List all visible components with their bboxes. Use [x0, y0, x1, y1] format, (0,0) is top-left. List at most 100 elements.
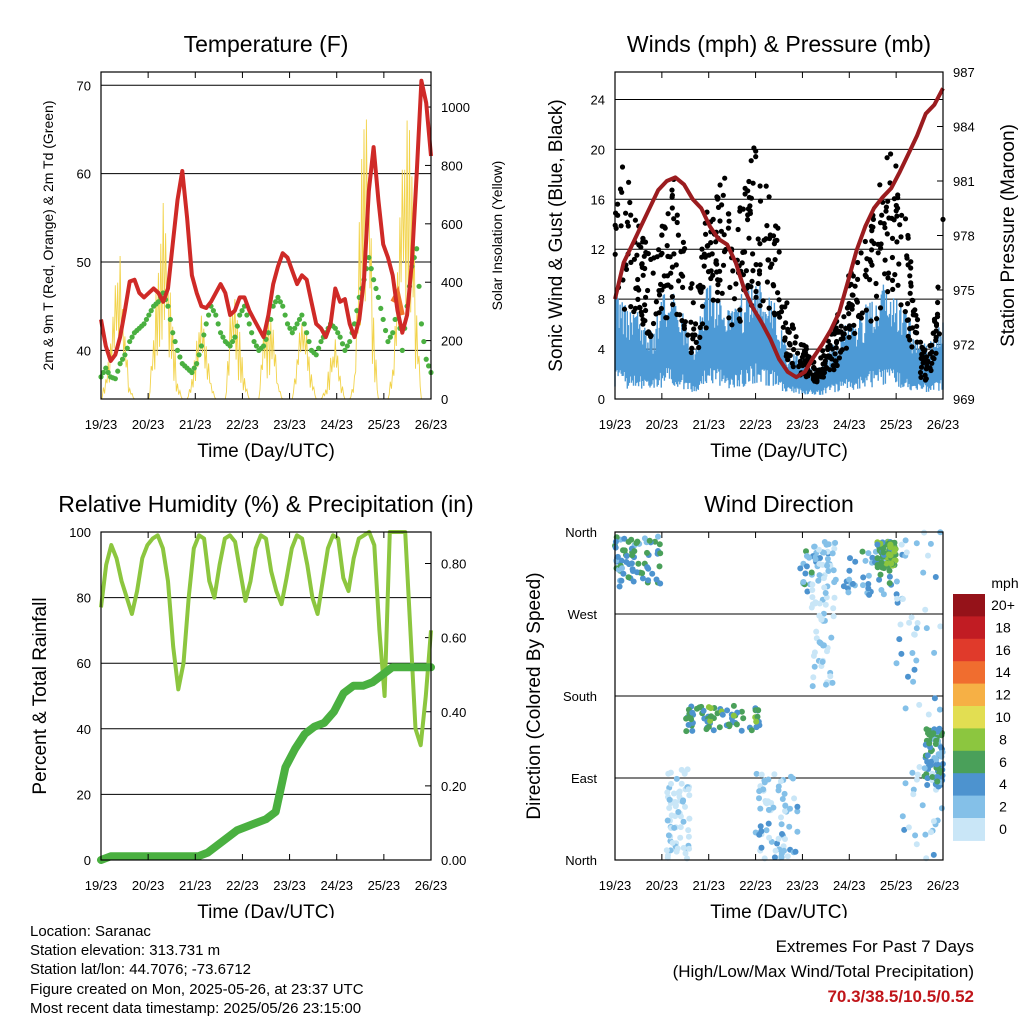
gust-point — [791, 346, 797, 353]
gust-point — [869, 247, 875, 253]
gust-point — [725, 225, 732, 231]
gust-point — [642, 302, 648, 308]
wind-direction-point — [787, 805, 793, 812]
x-tick-label-0: 24/23 — [320, 417, 353, 432]
gust-point — [697, 334, 703, 340]
gust-point — [885, 289, 891, 295]
x-tick-label-1: 23/23 — [786, 417, 819, 432]
wind-direction-point — [755, 707, 762, 714]
wind-direction-point — [811, 543, 818, 550]
wind-direction-point — [847, 555, 853, 562]
gust-point — [669, 294, 676, 300]
wind-direction-point — [666, 805, 673, 811]
dewpoint-point — [246, 321, 252, 327]
y-tick-label-0: 60 — [77, 167, 91, 182]
x-tick-label-3: 23/23 — [786, 878, 819, 893]
colorbar-label: 20+ — [991, 597, 1015, 613]
dewpoint-point — [373, 285, 379, 292]
wind-direction-point — [684, 766, 691, 773]
wind-direction-point — [828, 634, 835, 641]
colorbar-swatch — [953, 773, 985, 797]
wind-direction-point — [811, 649, 818, 656]
wind-direction-point — [653, 576, 660, 583]
wind-direction-point — [925, 552, 931, 559]
dewpoint-point — [174, 347, 181, 353]
gust-point — [933, 322, 940, 329]
dewpoint-point — [167, 316, 173, 323]
wind-direction-point — [823, 681, 829, 688]
gust-point — [792, 340, 798, 346]
gust-point — [745, 217, 751, 223]
y2-tick-label-1: 978 — [953, 229, 975, 244]
gust-point — [676, 278, 682, 284]
wind-direction-point — [916, 764, 923, 770]
wind-direction-point — [657, 580, 664, 587]
gust-point — [674, 311, 680, 317]
gust-point — [796, 363, 802, 370]
x-tick-label-2: 25/23 — [368, 878, 401, 893]
dewpoint-point — [122, 352, 128, 358]
wind-direction-point — [931, 695, 938, 702]
gust-point — [787, 352, 793, 359]
wind-direction-point — [724, 707, 731, 714]
gust-point — [893, 163, 899, 169]
dewpoint-point — [387, 334, 393, 340]
wind-direction-point — [902, 780, 909, 787]
wind-direction-point — [645, 577, 652, 584]
dewpoint-point — [105, 369, 111, 376]
wind-direction-point — [899, 596, 906, 602]
wind-direction-point — [821, 539, 828, 545]
gust-point — [825, 346, 831, 353]
precipitation-series — [97, 663, 435, 864]
wind-direction-point — [733, 721, 740, 728]
gust-point — [927, 351, 933, 357]
gust-point — [688, 285, 694, 291]
gust-point — [918, 374, 924, 380]
dewpoint-point — [275, 294, 281, 300]
gust-point — [873, 280, 879, 287]
wind-direction-point — [859, 548, 866, 555]
wind-direction-point — [913, 841, 920, 848]
gust-point — [731, 296, 738, 302]
wind-direction-point — [923, 625, 930, 632]
gust-point — [656, 310, 662, 316]
dewpoint-point — [366, 254, 372, 261]
dewpoint-point — [103, 365, 109, 371]
wind-direction-point — [614, 553, 621, 560]
dewpoint-point — [213, 312, 219, 318]
gust-point — [765, 257, 772, 263]
dewpoint-point — [277, 299, 283, 305]
wind-direction-point — [883, 560, 890, 567]
x-tick-label-3: 25/23 — [880, 878, 913, 893]
gust-point — [710, 216, 716, 222]
gust-point — [658, 281, 664, 287]
gust-point — [718, 228, 725, 234]
wind-direction-point — [778, 854, 785, 861]
wind-direction-point — [644, 549, 650, 556]
gust-point — [807, 369, 813, 375]
gust-point — [776, 249, 782, 255]
wind-direction-point — [621, 547, 628, 554]
gust-point — [719, 290, 725, 296]
wind-direction-point — [738, 708, 745, 715]
wind-direction-point — [911, 631, 918, 638]
y2-tick-label-1: 972 — [953, 338, 975, 353]
gust-point — [885, 198, 891, 204]
wind-direction-point — [666, 796, 673, 803]
wind-direction-point — [694, 705, 700, 712]
x-tick-label-0: 25/23 — [368, 417, 401, 432]
colorbar-label: 2 — [999, 799, 1007, 815]
colorbar-swatch — [953, 616, 985, 640]
gust-point — [908, 280, 914, 286]
colorbar-label: 18 — [995, 619, 1011, 635]
gust-point — [772, 257, 778, 263]
y2-tick-label-0: 600 — [441, 217, 463, 232]
y-axis-label-2: Percent & Total Rainfall — [30, 597, 51, 794]
y-axis-label-0: 2m & 9m T (Red, Orange) & 2m Td (Green) — [40, 101, 56, 371]
wind-direction-point — [927, 540, 934, 547]
gust-point — [782, 337, 788, 343]
dewpoint-point — [146, 312, 152, 318]
gust-point — [665, 211, 671, 217]
gust-point — [858, 250, 864, 256]
gust-point — [841, 314, 847, 320]
